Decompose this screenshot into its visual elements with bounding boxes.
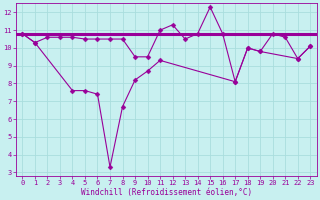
X-axis label: Windchill (Refroidissement éolien,°C): Windchill (Refroidissement éolien,°C) — [81, 188, 252, 197]
